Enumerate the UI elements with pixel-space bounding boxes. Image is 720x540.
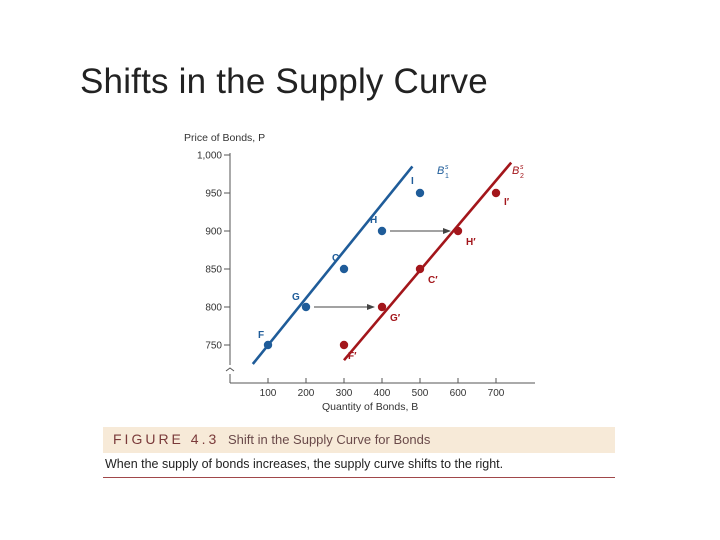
point-label: G′	[390, 313, 401, 324]
data-point	[263, 340, 273, 350]
slide-title: Shifts in the Supply Curve	[80, 62, 488, 101]
axis-break-mark	[225, 367, 235, 372]
y-tick-label: 950	[205, 189, 222, 200]
data-point	[415, 188, 425, 198]
x-tick-label: 700	[488, 388, 505, 399]
point-label: I	[411, 176, 414, 187]
x-tick-label: 300	[336, 388, 353, 399]
point-label: F′	[348, 351, 357, 362]
point-label: C′	[428, 275, 438, 286]
data-point	[301, 302, 311, 312]
figure-title: Shift in the Supply Curve for Bonds	[228, 432, 431, 447]
data-point	[453, 226, 463, 236]
series-label-main: B	[437, 165, 444, 177]
x-tick-label: 500	[412, 388, 429, 399]
point-label: I′	[504, 197, 510, 208]
figure-label: FIGURE 4.3	[113, 431, 220, 447]
point-label: H′	[466, 237, 476, 248]
data-point	[415, 264, 425, 274]
x-axis-label: Quantity of Bonds, B	[322, 401, 418, 413]
x-tick-label: 400	[374, 388, 391, 399]
point-label: G	[292, 292, 300, 303]
caption-divider	[103, 477, 615, 478]
data-point	[377, 302, 387, 312]
figure-caption: When the supply of bonds increases, the …	[105, 457, 504, 471]
data-point	[339, 340, 349, 350]
data-point	[339, 264, 349, 274]
point-label: F	[258, 330, 264, 341]
y-axis-label: Price of Bonds, P	[184, 132, 265, 144]
supply-curve-2	[343, 161, 513, 362]
series-label-main: B	[512, 165, 519, 177]
series-label-sup: s	[520, 164, 524, 171]
series-label-sub: 1	[445, 173, 449, 180]
x-tick-label: 100	[260, 388, 277, 399]
series-label-sup: s	[445, 164, 449, 171]
point-label: C	[332, 253, 339, 264]
supply-curve-chart: 750 800 850 900 950 1,000 100 200 300 400 500 600 70…	[184, 132, 535, 413]
y-tick-label: 900	[205, 227, 222, 238]
x-tick-label: 600	[450, 388, 467, 399]
series-label-sub: 2	[520, 173, 524, 180]
data-point	[377, 226, 387, 236]
supply-curve-1	[251, 165, 414, 365]
data-point	[491, 188, 501, 198]
y-tick-label: 800	[205, 303, 222, 314]
y-tick-label: 750	[205, 341, 222, 352]
y-tick-label: 1,000	[197, 151, 222, 162]
point-label: H	[370, 215, 377, 226]
figure-caption-box: FIGURE 4.3 Shift in the Supply Curve for…	[103, 427, 615, 453]
y-tick-label: 850	[205, 265, 222, 276]
x-tick-label: 200	[298, 388, 315, 399]
